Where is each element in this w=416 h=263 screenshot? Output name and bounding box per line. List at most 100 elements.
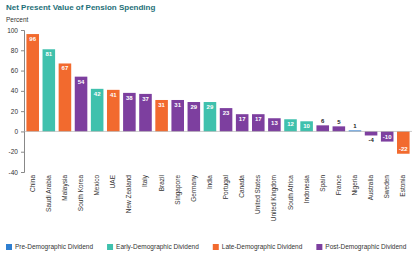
legend-item: Late-Demographic Dividend xyxy=(213,243,303,251)
y-tick: 20 xyxy=(11,108,24,115)
y-axis-line xyxy=(21,31,25,173)
x-tick-label: Mexico xyxy=(93,175,100,196)
bar xyxy=(220,108,233,131)
data-label: 41 xyxy=(110,92,117,98)
bar xyxy=(268,118,281,131)
bar xyxy=(300,121,313,131)
bar xyxy=(397,131,410,153)
data-label: 38 xyxy=(126,95,133,101)
data-label: 10 xyxy=(303,123,310,129)
data-label: 6 xyxy=(321,118,325,124)
legend-label: Post-Demographic Dividend xyxy=(325,243,406,251)
x-axis: China Saudi Arabia Malaysia South Korea Mexi… xyxy=(29,174,407,221)
y-tick-mark xyxy=(21,152,24,153)
data-label: 31 xyxy=(158,102,165,108)
y-tick: 100 xyxy=(7,27,24,34)
title: Net Present Value of Pension Spending xyxy=(6,3,155,12)
x-tick-label: Saudi Arabia xyxy=(45,175,52,212)
legend-swatch xyxy=(316,244,322,250)
x-tick-label: France xyxy=(335,175,342,196)
y-tick-label: -40 xyxy=(9,169,19,176)
legend-label: Early-Demographic Dividend xyxy=(116,243,199,251)
y-tick-label: 0 xyxy=(14,128,18,135)
legend-label: Pre-Demographic Dividend xyxy=(15,243,93,251)
y-tick-mark xyxy=(21,91,24,92)
x-tick-label: UAE xyxy=(109,174,116,188)
x-tick-label: United Kingdom xyxy=(270,175,278,221)
bar xyxy=(75,77,88,132)
bar xyxy=(123,93,136,132)
data-label: 29 xyxy=(207,104,214,110)
bar xyxy=(26,34,39,131)
x-tick-label: India xyxy=(206,175,213,189)
x-tick-label: South Korea xyxy=(77,175,84,212)
bar xyxy=(59,63,72,131)
x-tick-label: Sweden xyxy=(383,175,390,199)
data-label: 5 xyxy=(337,119,341,125)
legend-item: Pre-Demographic Dividend xyxy=(6,243,93,251)
data-label: 12 xyxy=(287,121,294,127)
x-tick-label: New Zealand xyxy=(125,175,132,214)
bar xyxy=(284,119,297,131)
data-label: 67 xyxy=(62,65,69,71)
x-tick-label: Malaysia xyxy=(61,175,69,201)
bar xyxy=(139,94,152,132)
zero-line xyxy=(24,131,412,132)
y-tick-mark xyxy=(21,50,24,51)
legend-swatch xyxy=(213,244,219,250)
y-tick: 40 xyxy=(11,87,24,94)
x-tick-label: Nigeria xyxy=(351,175,359,196)
data-label: 31 xyxy=(174,102,181,108)
data-label: 1 xyxy=(353,123,357,129)
bar xyxy=(107,90,120,132)
data-label: -10 xyxy=(383,134,392,140)
x-tick-label: Canada xyxy=(238,175,245,198)
y-tick-label: 20 xyxy=(11,108,19,115)
legend-swatch xyxy=(6,244,12,250)
x-tick-label: Spain xyxy=(319,175,327,192)
legend-label: Late-Demographic Dividend xyxy=(222,243,303,251)
bar xyxy=(204,102,217,131)
y-tick-mark xyxy=(21,71,24,72)
bar xyxy=(365,131,378,135)
y-tick-mark xyxy=(21,131,24,132)
data-label: 23 xyxy=(223,110,230,116)
bar xyxy=(252,114,265,131)
x-tick-label: Portugal xyxy=(222,174,230,199)
y-tick-label: 60 xyxy=(11,67,19,74)
data-labels: 1814229121096674131-22543837312923171713… xyxy=(29,36,408,152)
x-tick-label: United States xyxy=(254,174,261,214)
data-label: 81 xyxy=(45,51,52,57)
bar xyxy=(43,49,56,131)
bars xyxy=(26,34,409,154)
x-tick-label: Australia xyxy=(367,175,374,201)
y-axis-title: Percent xyxy=(6,16,29,23)
data-label: 37 xyxy=(142,96,149,102)
y-tick-label: -20 xyxy=(9,148,19,155)
legend-swatch xyxy=(107,244,113,250)
x-tick-label: Estonia xyxy=(399,175,406,197)
bar xyxy=(171,100,184,131)
data-label: -4 xyxy=(368,137,374,143)
x-tick-label: Indonesia xyxy=(303,175,310,204)
y-tick-label: 100 xyxy=(7,27,18,34)
legend-item: Post-Demographic Dividend xyxy=(316,243,406,251)
y-tick: 60 xyxy=(11,67,24,74)
x-tick-label: China xyxy=(29,175,36,192)
legend-item: Early-Demographic Dividend xyxy=(107,243,199,251)
data-label: 42 xyxy=(94,91,101,97)
x-tick-label: Brazil xyxy=(158,174,165,191)
data-label: 17 xyxy=(239,116,246,122)
y-tick-label: 80 xyxy=(11,47,19,54)
data-label: 29 xyxy=(190,104,197,110)
y-tick: 0 xyxy=(14,128,24,135)
x-tick-label: Singapore xyxy=(174,175,182,205)
y-tick: -20 xyxy=(9,148,24,155)
chart: Net Present Value of Pension Spending Per… xyxy=(0,0,416,263)
x-tick-label: Italy xyxy=(141,174,149,187)
x-tick-label: South Africa xyxy=(287,175,294,210)
y-tick-mark xyxy=(21,172,24,173)
data-label: 17 xyxy=(255,116,262,122)
y-tick: 80 xyxy=(11,47,24,54)
y-tick: -40 xyxy=(9,169,24,176)
